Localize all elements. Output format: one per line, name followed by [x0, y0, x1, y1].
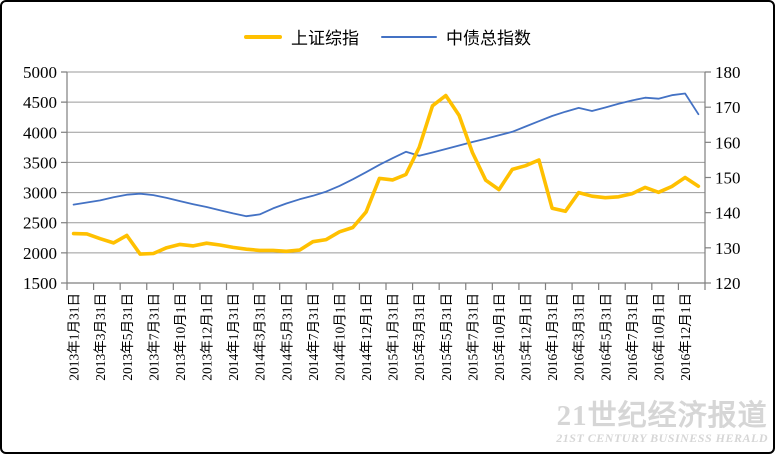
sse-line-sample-icon: [244, 34, 282, 39]
series-sse-composite-line: [71, 93, 701, 256]
x-axis-tick-label: 2015年7月31日: [465, 293, 480, 381]
x-axis-tick-label: 2015年3月31日: [412, 293, 427, 381]
legend-item-sse: 上证综指: [244, 24, 359, 49]
x-axis-tick-label: 2016年5月31日: [598, 293, 613, 381]
y-axis-left-tick-label: 5000: [23, 63, 57, 82]
x-axis-tick-label: 2013年12月1日: [200, 293, 215, 381]
bond-line-sample-icon: [381, 35, 437, 38]
y-axis-left: 5000 4500 4000 3500 3000 2500 2000 1500: [23, 63, 68, 293]
y-axis-left-tick-label: 3000: [23, 184, 57, 203]
x-axis-tick-label: 2016年12月1日: [678, 293, 693, 381]
y-axis-right-tick-label: 130: [715, 239, 741, 258]
x-axis-tick-label: 2015年12月1日: [519, 293, 534, 381]
y-axis-right-tick-label: 150: [715, 169, 741, 188]
legend-item-bond: 中债总指数: [381, 24, 531, 49]
x-axis-labels: 2013年1月31日 2013年3月31日 2013年5月31日 2013年7月31日…: [67, 293, 693, 381]
x-axis-tick-label: 2016年10月1日: [651, 293, 666, 381]
x-axis-tick-label: 2014年5月31日: [279, 293, 294, 381]
chinabond-total-index-line: [72, 92, 700, 218]
x-axis-tick-label: 2016年3月31日: [572, 293, 587, 381]
x-axis-tick-label: 2014年7月31日: [306, 293, 321, 381]
x-axis-tick-label: 2014年3月31日: [253, 293, 268, 381]
sse-composite-line: [71, 93, 701, 256]
x-axis-tick-label: 2013年3月31日: [93, 293, 108, 381]
y-axis-left-tick-label: 4500: [23, 93, 57, 112]
legend-label-bond: 中债总指数: [446, 29, 531, 48]
series-chinabond-total-index-line: [72, 92, 700, 218]
x-axis-tick-label: 2015年5月31日: [439, 293, 454, 381]
y-axis-right-tick-label: 180: [715, 63, 741, 82]
x-axis-tick-label: 2015年1月31日: [386, 293, 401, 381]
y-axis-left-tick-label: 3500: [23, 153, 57, 172]
x-axis-tick-label: 2014年10月1日: [332, 293, 347, 381]
x-axis-tick-label: 2013年7月31日: [146, 293, 161, 381]
legend: 上证综指 中债总指数: [2, 24, 773, 49]
x-axis-tick-label: 2016年1月31日: [545, 293, 560, 381]
x-axis-tick-label: 2014年1月31日: [226, 293, 241, 381]
x-axis-tick-label: 2013年1月31日: [67, 293, 82, 381]
legend-label-sse: 上证综指: [291, 29, 359, 48]
y-axis-right-tick-label: 120: [715, 274, 741, 293]
x-axis-tick-label: 2016年7月31日: [625, 293, 640, 381]
y-axis-right-tick-label: 140: [715, 204, 741, 223]
x-axis-tick-label: 2013年10月1日: [173, 293, 188, 381]
y-axis-left-tick-label: 2500: [23, 214, 57, 233]
y-axis-right: 180 170 160 150 140 130 120: [704, 63, 741, 293]
y-axis-right-tick-label: 160: [715, 133, 741, 152]
x-axis-tick-label: 2015年10月1日: [492, 293, 507, 381]
y-axis-left-tick-label: 1500: [23, 274, 57, 293]
y-axis-left-tick-label: 4000: [23, 123, 57, 142]
x-axis: [66, 282, 706, 290]
y-axis-left-tick-label: 2000: [23, 244, 57, 263]
x-axis-tick-label: 2013年5月31日: [120, 293, 135, 381]
y-axis-right-tick-label: 170: [715, 98, 741, 117]
x-axis-tick-label: 2014年12月1日: [359, 293, 374, 381]
